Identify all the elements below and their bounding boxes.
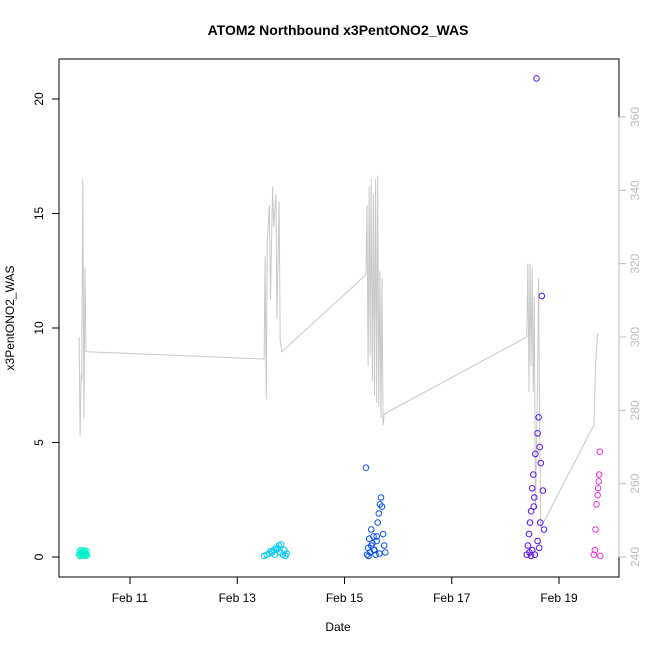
y-tick-label: 0 <box>32 553 46 560</box>
data-point <box>374 519 382 526</box>
data-point <box>536 519 544 526</box>
data-point <box>592 526 599 533</box>
data-point <box>382 549 389 556</box>
data-point <box>83 552 91 559</box>
chart-title: ATOM2 Northbound x3PentONO2_WAS <box>208 22 469 38</box>
data-point <box>595 471 603 478</box>
data-point <box>83 547 90 555</box>
data-point <box>368 542 375 549</box>
data-point <box>536 443 544 451</box>
data-point <box>362 464 370 472</box>
data-point <box>82 551 90 559</box>
data-point <box>537 459 545 467</box>
data-point <box>375 510 383 517</box>
data-point <box>527 552 535 560</box>
data-point <box>539 487 547 494</box>
data-point <box>380 542 388 549</box>
data-point <box>595 478 603 485</box>
y2-tick-label: 340 <box>628 180 642 200</box>
data-point <box>594 485 602 492</box>
data-point <box>597 552 604 560</box>
data-point <box>528 485 536 492</box>
data-point <box>277 541 285 548</box>
x-tick-label: Feb 15 <box>326 591 364 605</box>
data-point <box>531 494 538 501</box>
data-point <box>530 471 537 478</box>
y2-tick-label: 260 <box>628 473 642 493</box>
y-tick-label: 15 <box>32 207 46 221</box>
y-axis-label: x3PentONO2_WAS <box>3 266 17 371</box>
data-point <box>379 530 387 538</box>
data-point <box>267 548 274 555</box>
data-point <box>378 503 386 510</box>
data-point <box>525 530 533 538</box>
y2-tick-label: 360 <box>628 107 642 127</box>
data-point <box>535 414 542 421</box>
y2-tick-label: 320 <box>628 253 642 273</box>
data-point <box>534 430 541 437</box>
y2-tick-label: 300 <box>628 327 642 347</box>
data-point <box>591 546 599 554</box>
data-point <box>376 550 383 557</box>
data-point <box>594 491 601 499</box>
data-point <box>596 448 604 456</box>
series-line <box>78 175 599 528</box>
data-point <box>540 526 548 533</box>
data-point <box>535 544 543 552</box>
data-point <box>534 537 541 545</box>
data-point <box>524 542 532 549</box>
data-point <box>370 533 377 540</box>
data-point <box>365 552 372 560</box>
data-point <box>531 551 539 559</box>
data-point <box>590 551 598 559</box>
data-point <box>373 537 381 545</box>
data-point <box>538 292 546 300</box>
series-points-layer <box>75 75 604 560</box>
y-tick-label: 20 <box>32 92 46 106</box>
data-point <box>373 533 381 540</box>
x-axis-label: Date <box>325 620 351 634</box>
data-point <box>377 494 385 501</box>
data-point <box>283 550 290 557</box>
data-point <box>532 450 539 458</box>
data-point <box>271 551 279 559</box>
y-tick-label: 10 <box>32 321 46 335</box>
x-tick-label: Feb 11 <box>112 591 149 605</box>
data-point <box>372 551 379 559</box>
y2-tick-label: 240 <box>628 547 642 567</box>
data-point <box>530 503 538 510</box>
x-tick-label: Feb 13 <box>219 591 257 605</box>
y2-tick-label: 280 <box>628 400 642 420</box>
data-point <box>533 75 540 82</box>
x-tick-label: Feb 17 <box>433 591 471 605</box>
series-line-layer <box>78 175 599 528</box>
data-point <box>526 519 534 526</box>
data-point <box>368 526 375 533</box>
y2-axis: 240 260 280 300 320 340 360 <box>618 107 642 567</box>
x-tick-label: Feb 19 <box>540 591 578 605</box>
y-tick-label: 5 <box>32 439 46 446</box>
y-axis: 0 5 10 15 20 <box>32 92 60 560</box>
x-axis: Feb 11 Feb 13 Feb 15 Feb 17 Feb 19 <box>112 576 578 605</box>
data-point <box>526 549 533 556</box>
data-point <box>593 501 600 508</box>
